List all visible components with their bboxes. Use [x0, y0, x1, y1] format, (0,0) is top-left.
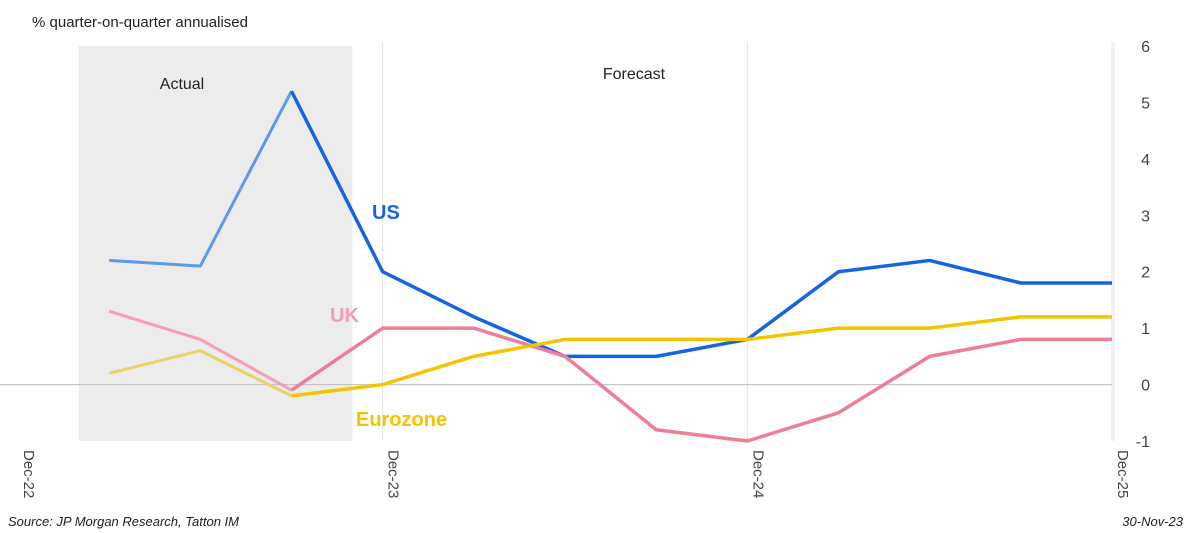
x-tick-label: Dec-24: [749, 450, 766, 498]
y-tick-label: 6: [1141, 39, 1150, 56]
x-tick-label: Dec-23: [385, 450, 402, 498]
uk-forecast-line: [290, 326, 1112, 443]
eurozone-series-label: Eurozone: [356, 409, 447, 431]
y-tick-label: 1: [1141, 321, 1150, 338]
us-forecast-line: [289, 90, 1112, 359]
y-tick-label: 0: [1141, 378, 1150, 395]
us-series-label: US: [372, 202, 400, 224]
date-stamp: 30-Nov-23: [1122, 514, 1183, 529]
uk-series-label: UK: [330, 305, 359, 327]
y-tick-label: 2: [1141, 265, 1150, 282]
actual-label: Actual: [160, 76, 204, 93]
x-tick-label: Dec-25: [1114, 450, 1131, 498]
y-tick-label: 3: [1141, 208, 1150, 225]
y-tick-label: 4: [1141, 152, 1150, 169]
x-tick-label: Dec-22: [20, 450, 37, 498]
eurozone-forecast-line: [291, 315, 1112, 398]
y-tick-label: -1: [1136, 434, 1150, 451]
y-tick-label: 5: [1141, 95, 1150, 112]
chart-subtitle: % quarter-on-quarter annualised: [32, 14, 248, 31]
source-note: Source: JP Morgan Research, Tatton IM: [8, 514, 239, 529]
actual-shade: [78, 46, 353, 441]
forecast-label: Forecast: [603, 66, 666, 83]
